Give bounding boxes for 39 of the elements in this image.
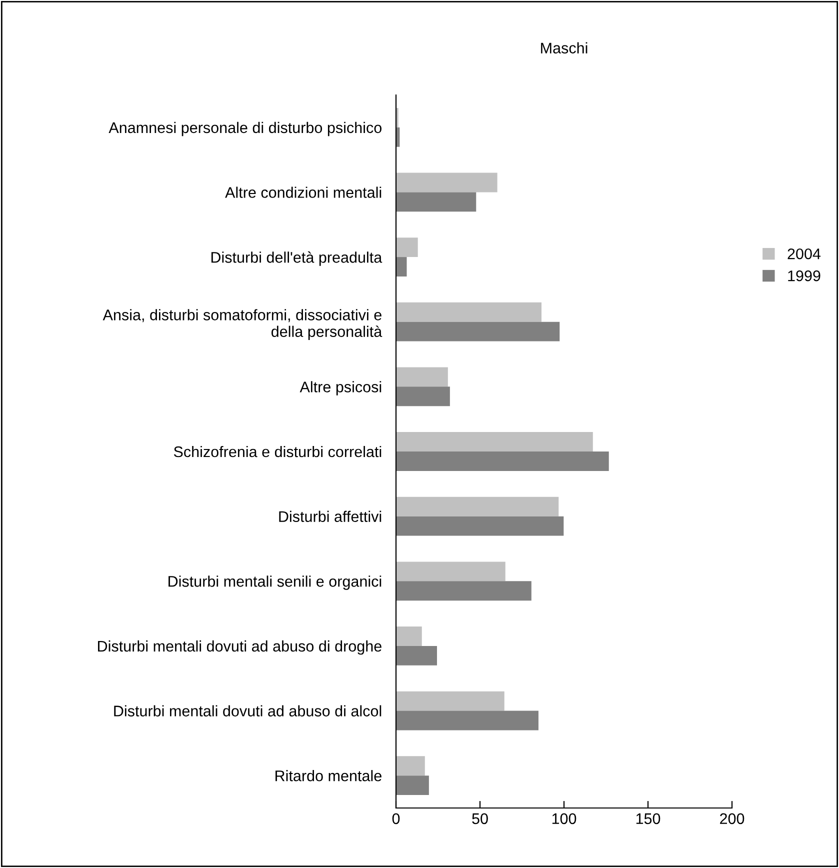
y-tick-label: Disturbi mentali dovuti ad abuso di droghe xyxy=(98,640,382,655)
chart-title: Maschi xyxy=(541,42,588,54)
bar xyxy=(396,172,498,192)
x-tick-label: 150 xyxy=(636,813,660,824)
bar xyxy=(396,691,504,711)
bar xyxy=(396,626,422,646)
bar xyxy=(396,562,506,582)
y-tick-label: Altre condizioni mentali xyxy=(225,186,382,198)
x-tick-label: 0 xyxy=(392,813,400,824)
legend-label: 2004 xyxy=(788,248,821,260)
bar xyxy=(396,646,437,666)
bar xyxy=(396,516,564,536)
bar xyxy=(396,302,542,322)
bar xyxy=(396,257,407,276)
bar xyxy=(396,496,559,516)
bar xyxy=(396,367,448,387)
x-tick-label: 100 xyxy=(552,813,576,824)
bar xyxy=(396,432,593,452)
x-tick-label: 50 xyxy=(472,813,488,824)
y-tick-label: Ansia, disturbi somatoformi, dissociativi e della personalità xyxy=(102,309,382,340)
y-tick-label: Disturbi mentali dovuti ad abuso di alcol xyxy=(114,705,382,716)
bar xyxy=(396,192,476,212)
bar xyxy=(396,452,609,471)
x-tick-label: 200 xyxy=(720,813,744,824)
legend-label: 1999 xyxy=(788,270,820,282)
y-tick-label: Disturbi mentali senili e organici xyxy=(168,576,382,590)
bar xyxy=(396,386,450,406)
bar xyxy=(396,710,538,730)
bar xyxy=(396,322,560,342)
y-tick-label: Ritardo mentale xyxy=(276,770,382,782)
bar xyxy=(396,776,429,796)
y-tick-label: Disturbi affettivi xyxy=(279,510,382,522)
bar xyxy=(396,756,425,776)
y-tick-label: Disturbi dell'età preadulta xyxy=(211,251,382,266)
bar xyxy=(396,238,418,258)
y-tick-label: Altre psicosi xyxy=(300,381,382,396)
y-tick-label: Anamnesi personale di disturbo psichico xyxy=(108,122,382,136)
bar xyxy=(396,581,532,601)
y-tick-label: Schizofrenia e disturbi correlati xyxy=(174,446,382,458)
